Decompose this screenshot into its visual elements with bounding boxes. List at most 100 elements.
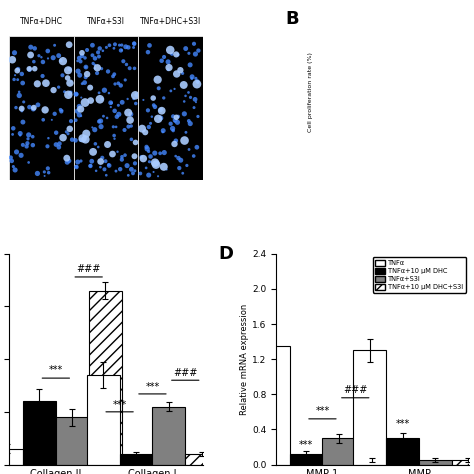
Point [78, 80, 86, 88]
Point [82, 130, 90, 137]
Point [174, 154, 182, 162]
Point [133, 91, 140, 99]
Point [155, 84, 163, 92]
Text: ***: *** [146, 382, 160, 392]
Point [94, 48, 102, 56]
Point [58, 107, 66, 114]
Point [144, 107, 152, 114]
Point [24, 139, 31, 147]
Point [177, 156, 184, 164]
Point [73, 91, 80, 98]
Point [119, 57, 127, 65]
Point [112, 167, 120, 175]
Point [110, 132, 118, 139]
Point [29, 133, 36, 140]
Bar [290, 454, 322, 465]
Point [74, 158, 82, 166]
Point [172, 152, 180, 160]
Point [77, 58, 84, 65]
Point [19, 141, 27, 149]
Point [145, 171, 153, 179]
Point [173, 114, 180, 121]
Point [41, 106, 49, 114]
Bar [185, 454, 218, 465]
Point [51, 110, 58, 118]
Bar [419, 460, 452, 465]
Point [86, 84, 94, 91]
Text: TNFα+S3I: TNFα+S3I [87, 17, 125, 26]
Point [181, 137, 188, 144]
Point [39, 116, 47, 124]
Point [81, 79, 89, 86]
Point [75, 111, 83, 119]
Point [93, 64, 101, 72]
Point [117, 46, 125, 54]
Bar [9, 36, 74, 181]
Point [163, 166, 171, 173]
Point [56, 140, 64, 147]
Point [82, 63, 90, 71]
Point [55, 144, 63, 151]
Text: TNFα+DHC+S3I: TNFα+DHC+S3I [140, 17, 201, 26]
Point [108, 99, 115, 107]
Point [161, 149, 168, 156]
Point [171, 85, 178, 93]
Point [129, 170, 137, 177]
Point [39, 72, 46, 80]
Point [130, 44, 137, 51]
Point [117, 165, 124, 173]
Point [83, 46, 91, 54]
Point [169, 125, 176, 132]
Point [118, 153, 126, 161]
Point [145, 123, 153, 131]
Point [100, 112, 107, 120]
Point [45, 135, 52, 142]
Point [150, 168, 157, 176]
Point [128, 122, 135, 130]
Point [27, 51, 35, 59]
Point [180, 81, 188, 89]
Point [142, 164, 150, 172]
Text: ###: ### [76, 264, 101, 274]
Point [145, 147, 153, 155]
Point [185, 146, 193, 153]
Point [107, 103, 115, 111]
Point [50, 86, 57, 94]
Point [146, 158, 153, 165]
Point [111, 40, 119, 48]
Point [18, 105, 26, 112]
Point [191, 96, 199, 103]
Point [112, 123, 120, 131]
Point [95, 53, 103, 60]
Point [185, 49, 193, 57]
Point [65, 41, 73, 48]
Point [75, 103, 83, 110]
Point [7, 154, 15, 161]
Point [11, 72, 19, 79]
Point [111, 135, 118, 143]
Bar [87, 375, 119, 465]
Point [34, 170, 41, 177]
Point [89, 41, 96, 49]
Text: ###: ### [173, 368, 198, 378]
Point [29, 141, 36, 149]
Point [177, 66, 184, 74]
Bar [138, 36, 203, 181]
Point [97, 117, 104, 125]
Point [159, 127, 167, 135]
Point [164, 58, 172, 65]
Point [124, 95, 131, 103]
Point [171, 117, 179, 124]
Point [18, 105, 26, 112]
Point [185, 89, 192, 96]
Point [116, 41, 123, 49]
Point [79, 135, 86, 142]
Point [64, 74, 72, 82]
Bar [153, 407, 185, 465]
Bar [257, 346, 290, 465]
Point [130, 95, 137, 103]
Point [144, 145, 151, 153]
Point [124, 109, 132, 117]
Point [67, 118, 75, 125]
Point [115, 80, 122, 87]
